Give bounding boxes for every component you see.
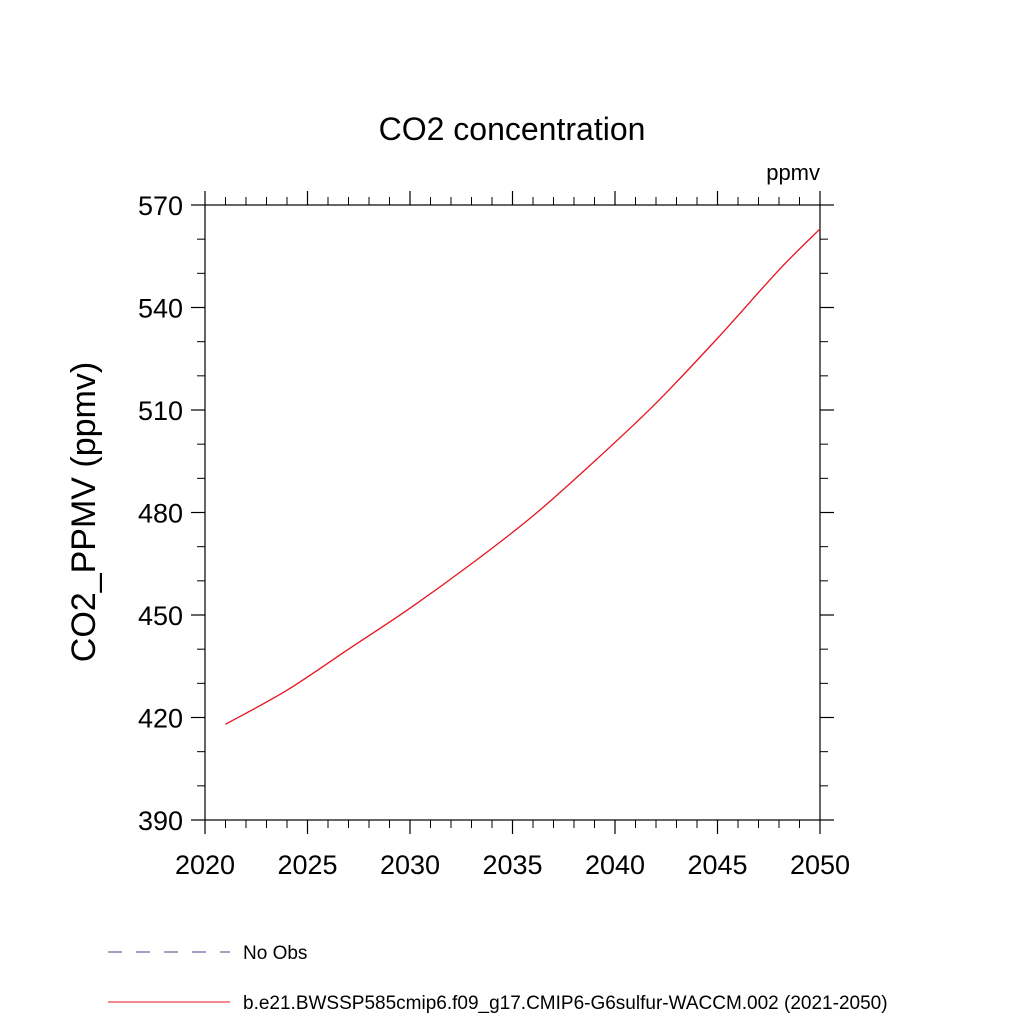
y-tick-label: 570 [138,191,183,221]
x-tick-label: 2050 [790,850,850,880]
series-layer [225,228,821,725]
y-axis-label: CO2_PPMV (ppmv) [65,362,103,662]
x-tick-label: 2035 [482,850,542,880]
axis-ticks: 2020 2025 2030 2035 2040 2045 2050 390 420 450 480… [138,191,850,880]
y-tick-label: 420 [138,704,183,734]
y-tick-label: 540 [138,294,183,324]
x-tick-label: 2045 [687,850,747,880]
units-label: ppmv [766,160,820,185]
legend-label-1: b.e21.BWSSP585cmip6.f09_g17.CMIP6-G6sulf… [243,993,888,1014]
legend: No Obs b.e21.BWSSP585cmip6.f09_g17.CMIP6-… [108,943,888,1014]
y-tick-label: 450 [138,601,183,631]
x-tick-label: 2030 [380,850,440,880]
x-tick-label: 2040 [585,850,645,880]
y-tick-label: 390 [138,806,183,836]
chart-title: CO2 concentration [379,111,646,147]
y-tick-label: 480 [138,499,183,529]
x-tick-label: 2025 [277,850,337,880]
plot-frame [204,204,821,821]
series-line-1 [225,228,821,725]
legend-label-0: No Obs [243,943,307,964]
y-tick-label: 510 [138,396,183,426]
x-tick-label: 2020 [175,850,235,880]
